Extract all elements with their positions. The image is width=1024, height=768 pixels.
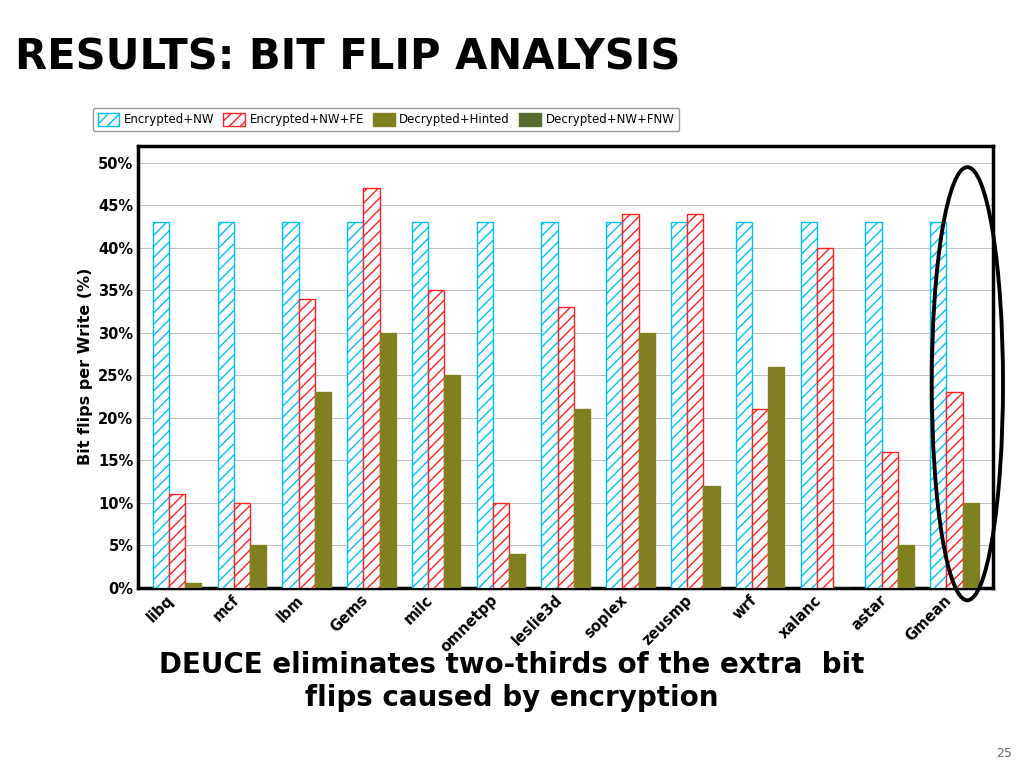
Legend: Encrypted+NW, Encrypted+NW+FE, Decrypted+Hinted, Decrypted+NW+FNW: Encrypted+NW, Encrypted+NW+FE, Decrypted… — [93, 108, 679, 131]
Bar — [299, 299, 314, 588]
Bar — [428, 290, 444, 588]
Bar — [865, 223, 882, 588]
Bar — [898, 545, 914, 588]
Bar — [639, 333, 654, 588]
Bar — [963, 502, 979, 588]
Bar — [250, 545, 266, 588]
Y-axis label: Bit flips per Write (%): Bit flips per Write (%) — [78, 268, 92, 465]
Bar — [444, 376, 461, 588]
Bar — [606, 223, 623, 588]
Bar — [493, 502, 509, 588]
Bar — [736, 223, 752, 588]
Bar — [752, 409, 768, 588]
Bar — [477, 223, 493, 588]
Bar — [946, 392, 963, 588]
Bar — [801, 223, 817, 588]
Bar — [768, 367, 784, 588]
Bar — [542, 223, 558, 588]
Bar — [153, 223, 169, 588]
Text: 25: 25 — [995, 747, 1012, 760]
Bar — [217, 223, 233, 588]
Bar — [558, 307, 573, 588]
Bar — [347, 223, 364, 588]
Bar — [623, 214, 639, 588]
Bar — [671, 223, 687, 588]
Bar — [930, 223, 946, 588]
Bar — [509, 554, 525, 588]
Bar — [380, 333, 395, 588]
Bar — [314, 392, 331, 588]
Bar — [233, 502, 250, 588]
Text: RESULTS: BIT FLIP ANALYSIS: RESULTS: BIT FLIP ANALYSIS — [15, 37, 681, 79]
Bar — [882, 452, 898, 588]
Text: DEUCE eliminates two-thirds of the extra  bit
flips caused by encryption: DEUCE eliminates two-thirds of the extra… — [160, 651, 864, 712]
Bar — [283, 223, 299, 588]
Bar — [817, 248, 833, 588]
Bar — [412, 223, 428, 588]
Bar — [687, 214, 703, 588]
Bar — [185, 583, 202, 588]
Bar — [703, 485, 720, 588]
Bar — [573, 409, 590, 588]
Bar — [169, 494, 185, 588]
Bar — [364, 188, 380, 588]
